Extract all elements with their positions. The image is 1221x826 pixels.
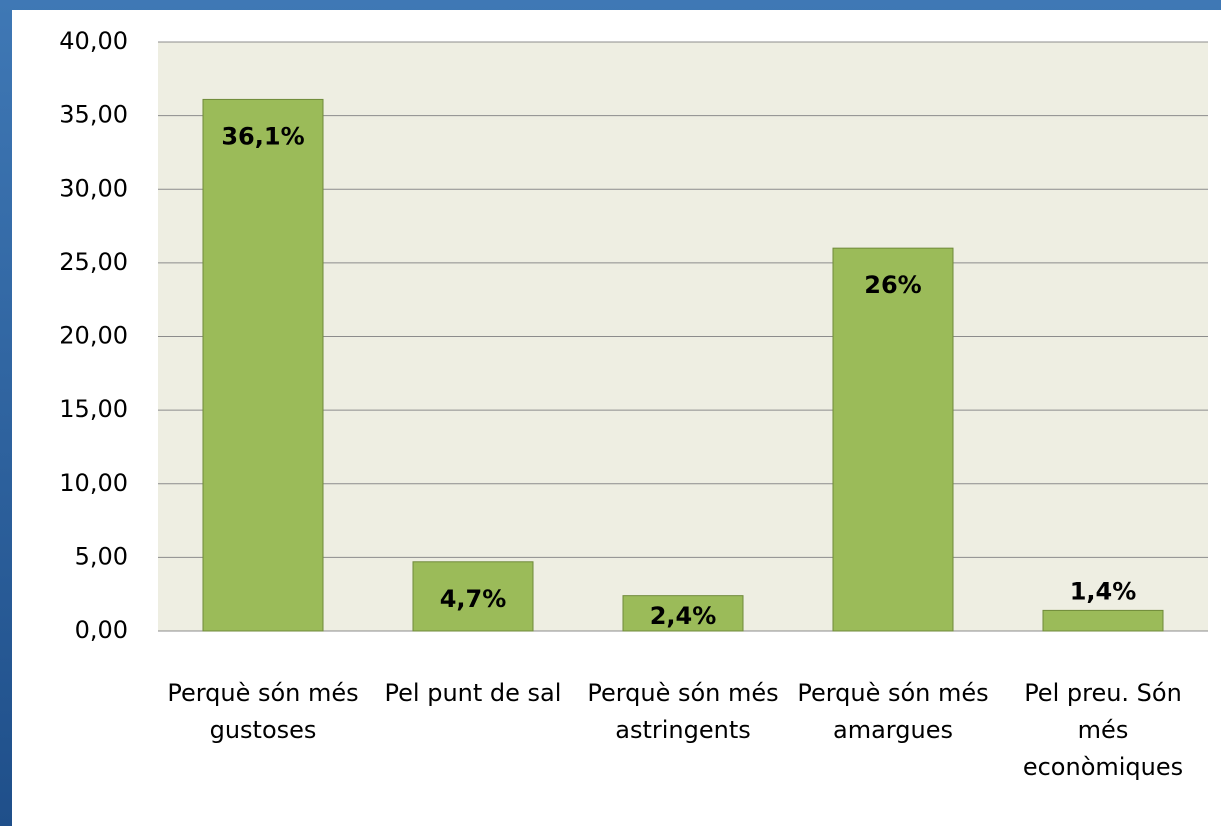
y-tick-label: 40,00 (59, 27, 128, 55)
x-tick-label: Perquè són més gustoses (167, 679, 359, 744)
data-label: 1,4% (1070, 577, 1137, 605)
data-label: 26% (864, 271, 921, 299)
bar (1042, 609, 1164, 632)
y-tick-label: 15,00 (59, 395, 128, 423)
bar (412, 561, 534, 632)
bar (622, 595, 744, 632)
x-tick-label: Perquè són més astringents (587, 679, 779, 744)
y-tick-label: 5,00 (75, 542, 128, 570)
data-label: 4,7% (440, 585, 507, 613)
bar (832, 247, 954, 632)
y-tick-label: 35,00 (59, 101, 128, 129)
x-tick-label: Pel preu. Són més econòmiques (1022, 679, 1184, 781)
y-tick-label: 30,00 (59, 174, 128, 202)
y-tick-label: 25,00 (59, 248, 128, 276)
y-tick-label: 10,00 (59, 469, 128, 497)
data-label: 2,4% (650, 602, 717, 630)
y-tick-label: 0,00 (75, 616, 128, 644)
data-label: 36,1% (221, 122, 304, 150)
x-tick-label: Pel punt de sal (384, 679, 562, 707)
x-tick-label: Perquè són més amargues (797, 679, 989, 744)
bar (202, 98, 324, 632)
y-tick-label: 20,00 (59, 322, 128, 350)
